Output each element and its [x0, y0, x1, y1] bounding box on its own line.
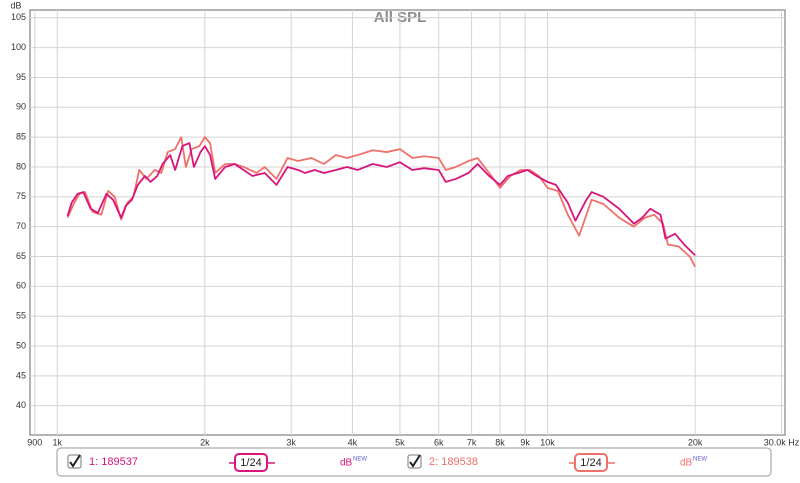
series-line	[66, 136, 696, 268]
y-tick-label: 85	[16, 132, 26, 142]
legend-label: 2: 189538	[429, 456, 478, 468]
y-tick-label: 90	[16, 102, 26, 112]
checkmark	[69, 454, 81, 468]
x-tick-label: 30.0k Hz	[764, 437, 800, 447]
smoothing-box[interactable]	[574, 453, 608, 472]
x-tick-label: 7k	[467, 437, 477, 447]
x-tick-label: 2k	[200, 437, 210, 447]
x-tick-label: 3k	[286, 437, 296, 447]
smoothing-label: 1/24	[580, 457, 601, 469]
x-tick-label: 1k	[52, 437, 62, 447]
unit-label: dB	[340, 458, 353, 469]
x-tick-label: 900	[27, 437, 42, 447]
legend-label: 1: 189537	[89, 456, 138, 468]
x-tick-label: 9k	[520, 437, 530, 447]
x-tick-label: 6k	[434, 437, 444, 447]
y-tick-label: 40	[16, 400, 26, 410]
x-tick-label: 4k	[348, 437, 358, 447]
y-tick-label: 100	[11, 42, 26, 52]
x-tick-label: 10k	[540, 437, 555, 447]
unit-badge: NEW	[693, 457, 707, 463]
y-tick-label: 50	[16, 340, 26, 350]
y-tick-label: 70	[16, 221, 26, 231]
y-tick-label: 55	[16, 311, 26, 321]
x-tick-label: 5k	[395, 437, 405, 447]
y-tick-label: 80	[16, 161, 26, 171]
smoothing-label: 1/24	[240, 457, 261, 469]
y-tick-label: 105	[11, 12, 26, 22]
checkmark	[409, 454, 421, 468]
y-axis-label: dB	[10, 0, 21, 10]
y-tick-label: 45	[16, 370, 26, 380]
y-tick-label: 65	[16, 251, 26, 261]
series-line	[66, 142, 696, 256]
unit-label: dB	[680, 458, 693, 469]
y-tick-label: 60	[16, 281, 26, 291]
y-tick-label: 95	[16, 72, 26, 82]
smoothing-box[interactable]	[234, 453, 268, 472]
unit-badge: NEW	[353, 457, 367, 463]
plot-frame	[29, 9, 786, 436]
x-tick-label: 20k	[688, 437, 703, 447]
x-tick-label: 8k	[495, 437, 505, 447]
y-tick-label: 75	[16, 191, 26, 201]
